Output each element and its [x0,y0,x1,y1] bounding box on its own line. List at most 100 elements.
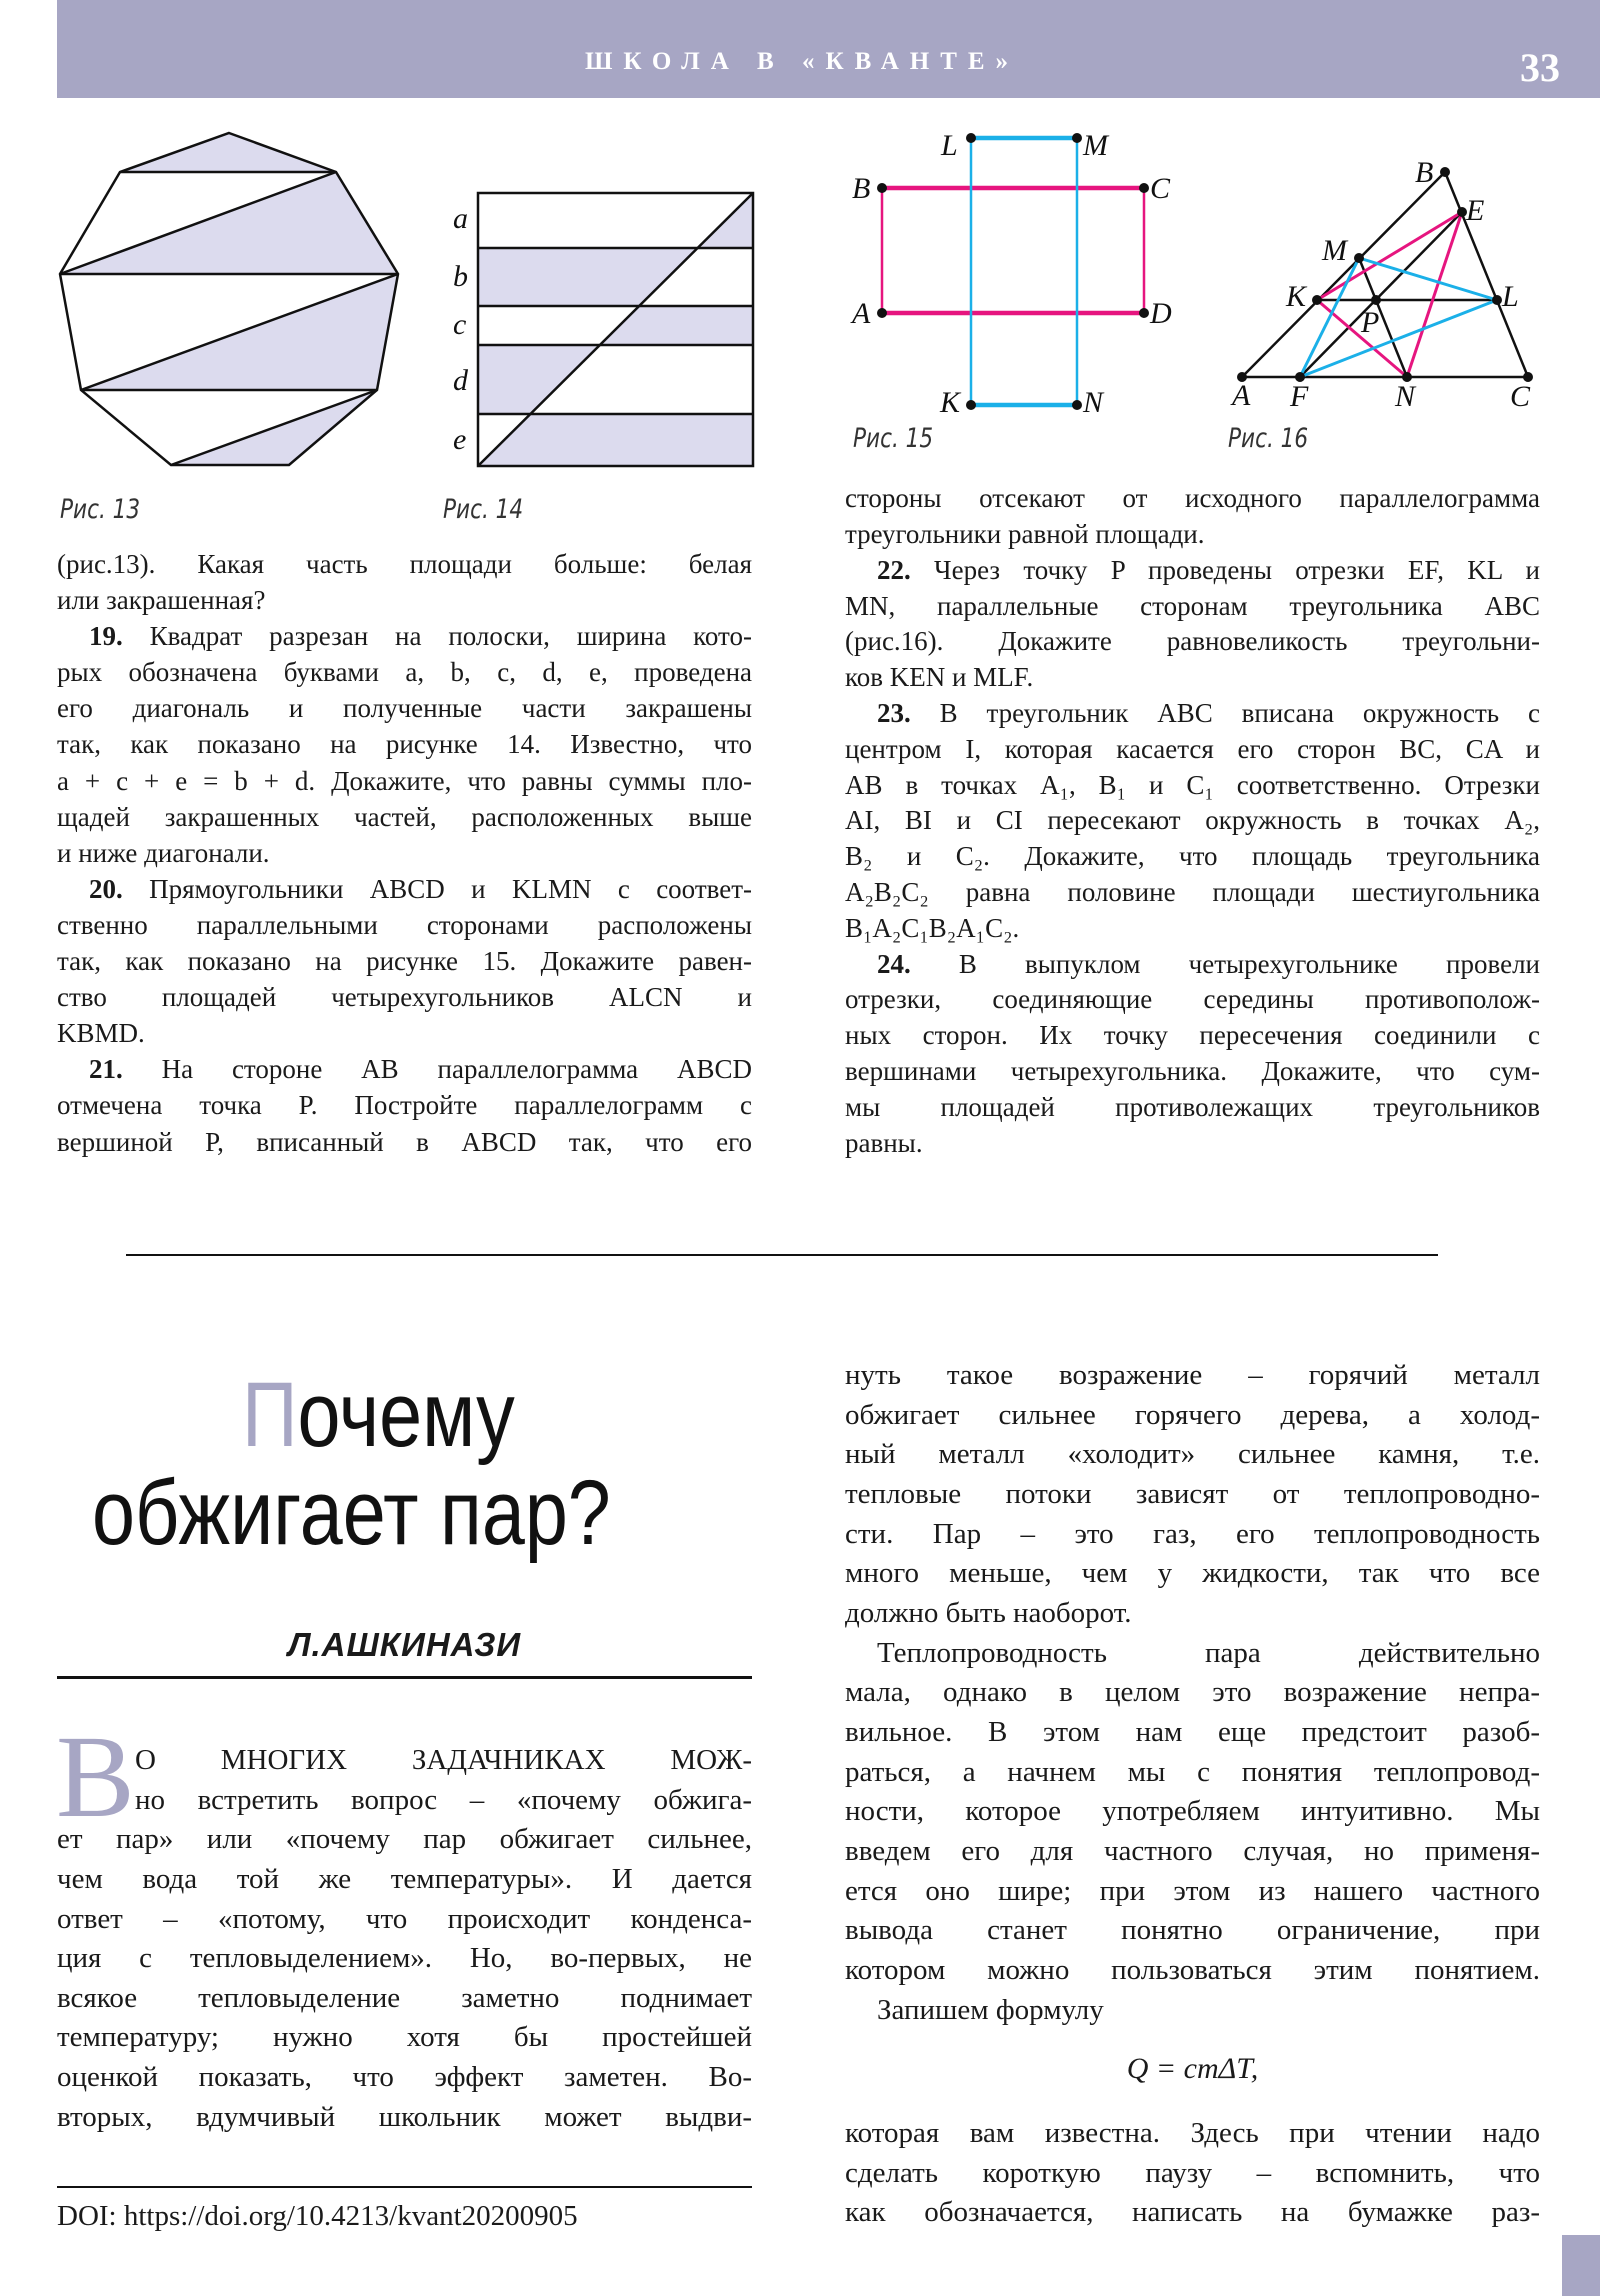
fig15-label-A: A [850,297,871,330]
fig16-caption: Рис. 16 [1228,423,1309,454]
drop-cap: В [56,1711,135,1842]
text-line: ция с тепловыделением». Но, во-первых, н… [57,1942,752,1975]
text-line: О МНОГИХ ЗАДАЧНИКАХ МОЖ- [135,1744,752,1777]
fig14-label-d: d [453,364,469,397]
text-line: 23. В треугольник ABC вписана окружность… [877,696,1540,732]
text-line: так, как показано на рисунке 14. Известн… [57,729,752,760]
problem-text: Квадрат разрезан на полоски, ширина кото… [122,621,752,652]
fig14-label-b: b [453,260,468,293]
text-line: ство площадей четырехугольников ALCN и [57,982,752,1013]
fig15-label-C: C [1150,172,1171,205]
fig16-label-L: L [1501,280,1519,313]
fig15-label-L: L [940,129,958,162]
text-line: но встретить вопрос – «почему обжига- [135,1783,752,1816]
text-line: сделать короткую паузу – вспомнить, что [845,2156,1540,2189]
fig15-label-N: N [1082,386,1105,419]
problem-number: 20. [89,873,123,904]
fig14-shade-b [478,248,698,306]
text-line: Запишем формулу [877,1993,1104,2026]
text-line: ет пар» или «почему пар обжигает сильнее… [57,1823,752,1856]
problem-number: 22. [877,554,911,585]
fig16-label-B: B [1415,156,1433,189]
section-title: ШКОЛА В «КВАНТЕ» [584,48,1020,75]
fig16-label-A: A [1230,379,1251,412]
fig15-label-B: B [852,172,870,205]
fig14-diagonal [477,192,754,467]
fig13-polygon [58,131,400,467]
fig16-label-C: C [1510,380,1531,413]
figure-14: a b c d e [453,191,755,468]
problem-text: На стороне AB параллелограмма ABCD [122,1054,752,1085]
text-line: ков KEN и MLF. [845,662,1034,693]
text-line: MN, параллельные сторонам треугольника A… [845,590,1540,621]
doi-link[interactable]: DOI: https://doi.org/10.4213/kvant202009… [57,2200,578,2232]
fig14-shade-d [478,345,600,414]
page-corner-tab [1562,2235,1600,2296]
text-line: его диагональ и полученные части закраше… [57,693,752,724]
text-line: раться, а начнем мы с понятия теплопрово… [845,1755,1540,1788]
text-line: треугольники равной площади. [845,518,1205,549]
fig13-caption: Рис. 13 [60,494,141,525]
text-line: Теплопроводность пара действительно [877,1636,1540,1669]
fig14-label-c: c [453,308,466,341]
fig13-diagonal [170,388,378,467]
text-line: котором можно пользоваться этим понятием… [845,1953,1540,1986]
text-line: сти. Пар – это газ, его теплопроводность [845,1517,1540,1550]
text-line: вершиной P, вписанный в ABCD так, что ег… [57,1126,752,1157]
text-line: AB в точках A₁, B₁ и C₁ соответственно. … [845,769,1540,800]
text-line: вильное. В этом нам еще предстоит разоб- [845,1716,1540,1749]
text-line: 24. В выпуклом четырехугольнике провели [877,947,1540,983]
text-line: 19. Квадрат разрезан на полоски, ширина … [89,618,752,654]
text-line: A₂B₂C₂ равна половине площади шестиуголь… [845,876,1540,907]
text-line: a + c + e = b + d. Докажите, что равны с… [57,765,752,796]
text-line: щадей закрашенных частей, расположенных … [57,801,752,832]
text-line: отрезки, соединяющие середины противопол… [845,984,1540,1015]
figure-16: B E M K P L A F N C [1230,156,1533,413]
problem-number: 24. [877,948,911,979]
text-line: (рис.13). Какая часть площади больше: бе… [57,548,752,579]
figure-13: a b c d e [58,131,755,468]
problem-number: 23. [877,697,911,728]
text-line: рых обозначена буквами a, b, c, d, e, пр… [57,657,752,688]
problem-number: 19. [89,621,123,652]
text-line: B₁A₂C₁B₂A₁C₂. [845,912,1020,943]
article-title-line2: обжигает пар? [92,1462,611,1564]
text-line: центром I, которая касается его сторон B… [845,733,1540,764]
fig14-square [476,191,755,468]
fig13-diagonal [59,170,337,276]
fig15-label-M: M [1082,129,1110,162]
figure-15-16: L M B C A D K N B [850,129,1533,419]
problem-number: 21. [89,1054,123,1085]
text-line: обжигает сильнее горячего дерева, а холо… [845,1398,1540,1431]
fig15-label-K: K [939,386,962,419]
header-band: ШКОЛА В «КВАНТЕ» 33 [57,0,1600,98]
footnote-rule [57,2186,752,2188]
text-line: равны. [845,1127,923,1158]
article-author: Л.АШКИНАЗИ [287,1626,522,1663]
article-title: Почему [242,1364,515,1466]
text-line: температуру; нужно хотя бы простейшей [57,2021,752,2054]
text-line: вторых, вдумчивый школьник может выдви- [57,2100,752,2133]
text-line: ный металл «холодит» сильнее камня, т.е. [845,1438,1540,1471]
text-line: должно быть наоборот. [845,1597,1132,1630]
text-line: KBMD. [57,1018,145,1049]
text-line: и ниже диагонали. [57,837,270,868]
text-line: отмечена точка P. Постройте параллелогра… [57,1090,752,1121]
fig13-shade-1 [120,133,336,172]
fig14-shade-c [600,306,753,345]
fig14-label-e: e [453,423,466,456]
text-line: ется оно шире; при этом из нашего частно… [845,1874,1540,1907]
fig14-shade-e [478,414,753,466]
text-line: вывода станет понятно ограничение, при [845,1914,1540,1947]
title-accent-letter: П [242,1364,298,1466]
page-number: 33 [1520,45,1560,90]
text-line: много меньше, чем у жидкости, так что вс… [845,1557,1540,1590]
fig14-label-a: a [453,202,468,235]
formula: Q = cmΔT, [1126,2052,1259,2085]
fig15-label-D: D [1149,297,1172,330]
text-line: тепловые потоки зависят от теплопроводно… [845,1478,1540,1511]
text-line: ности, которое употребляем интуитивно. М… [845,1795,1540,1828]
text-line: которая вам известна. Здесь при чтении н… [845,2117,1540,2150]
text-line: ответ – «потому, что происходит конденса… [57,1902,752,1935]
section-divider [126,1254,1438,1256]
